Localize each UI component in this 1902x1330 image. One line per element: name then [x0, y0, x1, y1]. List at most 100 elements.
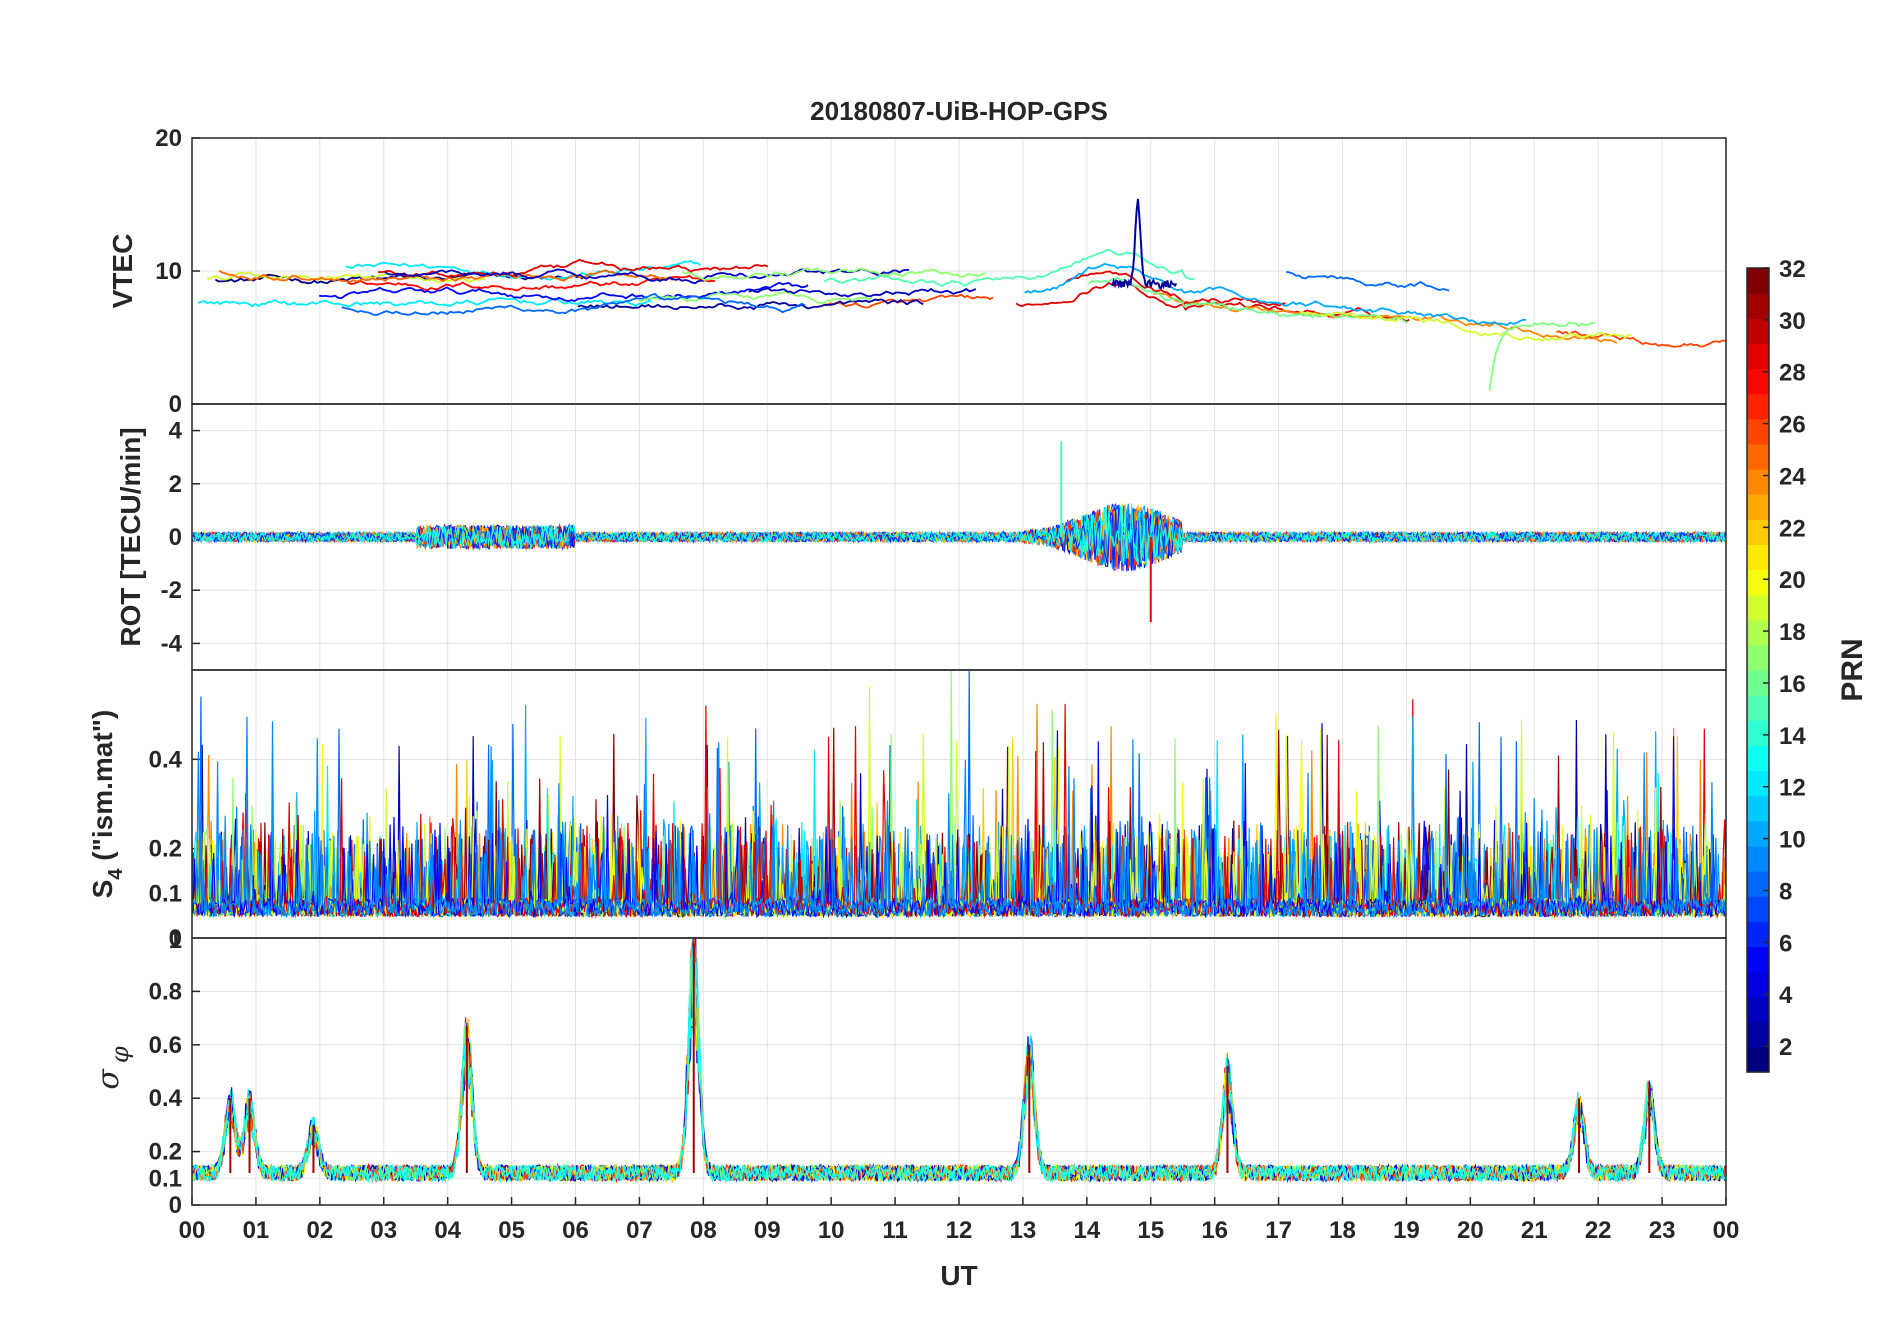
colorbar-segment — [1747, 343, 1769, 370]
x-tick-label: 08 — [690, 1217, 717, 1244]
colorbar-tick-label: 4 — [1779, 982, 1793, 1009]
y-tick-label: 0.4 — [149, 746, 183, 773]
colorbar-segment — [1747, 393, 1769, 420]
vtec-series-line — [1286, 271, 1450, 292]
x-tick-label: 21 — [1521, 1217, 1548, 1244]
colorbar-tick-label: 8 — [1779, 878, 1792, 905]
s4-bottom-label: 0 — [169, 925, 182, 952]
colorbar-segment — [1747, 971, 1769, 998]
s4-series-line — [191, 716, 1727, 919]
colorbar-segment — [1747, 921, 1769, 947]
y-tick-label: 0.2 — [149, 1139, 182, 1166]
y-tick-label: 10 — [155, 258, 182, 285]
y-tick-label: 0 — [169, 1192, 182, 1219]
colorbar-segment — [1747, 293, 1769, 319]
colorbar-segment — [1747, 946, 1769, 973]
colorbar-segment — [1747, 418, 1769, 445]
rot-series-line — [191, 503, 1727, 567]
x-tick-label: 13 — [1010, 1217, 1037, 1244]
x-tick-label: 17 — [1265, 1217, 1292, 1244]
vtec-series-line — [197, 297, 652, 308]
x-tick-label: 10 — [818, 1217, 845, 1244]
vtec-series-line — [1088, 276, 1409, 324]
vtec-series-line — [378, 258, 769, 278]
colorbar-tick-label: 30 — [1779, 308, 1806, 335]
x-tick-label: 18 — [1329, 1217, 1356, 1244]
colorbar-tick-label: 20 — [1779, 567, 1806, 594]
colorbar-tick-label: 6 — [1779, 930, 1792, 957]
colorbar-tick-label: 16 — [1779, 671, 1806, 698]
rot-y-label: ROT [TECU/min] — [115, 427, 146, 646]
colorbar-tick-label: 2 — [1779, 1034, 1792, 1061]
x-tick-label: 00 — [179, 1217, 206, 1244]
x-tick-label: 05 — [498, 1217, 525, 1244]
colorbar-segment — [1747, 494, 1769, 520]
vtec-series-line — [577, 298, 924, 311]
vtec-series-line — [347, 274, 716, 292]
colorbar-segment — [1747, 544, 1769, 571]
colorbar-segment — [1747, 368, 1769, 395]
vtec-series-line — [823, 248, 1195, 288]
vtec-peak-line — [1111, 198, 1178, 290]
colorbar-segment — [1747, 443, 1769, 470]
colorbar-tick-label: 12 — [1779, 775, 1806, 802]
x-axis-label: UT — [940, 1260, 977, 1291]
y-tick-label: 0 — [169, 391, 182, 418]
colorbar-segment — [1747, 720, 1769, 746]
vtec-series-line — [384, 267, 910, 285]
x-tick-label: 20 — [1457, 1217, 1484, 1244]
x-tick-label: 09 — [754, 1217, 781, 1244]
colorbar-tick-label: 28 — [1779, 360, 1806, 387]
vtec-series-line — [1556, 330, 1726, 348]
colorbar-segment — [1747, 469, 1769, 495]
vtec-y-label: VTEC — [107, 234, 138, 309]
vtec-series-line — [1299, 311, 1632, 342]
y-tick-label: 0.1 — [149, 880, 182, 907]
y-tick-label: 2 — [169, 471, 182, 498]
panel-vtec: 0 10 20 VTEC — [107, 125, 1727, 418]
y-tick-label: 0.8 — [149, 978, 182, 1005]
x-tick-label: 01 — [243, 1217, 270, 1244]
colorbar-segment — [1747, 1021, 1769, 1048]
x-tick-label: 12 — [946, 1217, 973, 1244]
vtec-series-line — [1153, 292, 1618, 344]
vtec-series-line — [341, 292, 806, 316]
colorbar-segment — [1747, 996, 1769, 1023]
colorbar-segment — [1747, 318, 1769, 344]
panel-rot: -4 -2 0 2 4 ROT [TECU/min] — [115, 403, 1727, 671]
vtec-series-line — [823, 293, 994, 309]
colorbar-segment — [1747, 670, 1769, 696]
sigma-series-line — [191, 945, 1727, 1183]
colorbar-tick-label: 18 — [1779, 619, 1806, 646]
x-tick-label: 22 — [1585, 1217, 1612, 1244]
colorbar-label: PRN — [1836, 638, 1869, 701]
sigma-y-label: σφ — [91, 1046, 134, 1089]
s4-y-label: S4 ("ism.mat") — [87, 710, 127, 899]
x-tick-label: 02 — [306, 1217, 333, 1244]
x-tick-label: 15 — [1137, 1217, 1164, 1244]
x-tick-label: 23 — [1649, 1217, 1676, 1244]
colorbar-segment — [1747, 871, 1769, 897]
colorbar-segment — [1747, 569, 1769, 596]
colorbar-tick-label: 26 — [1779, 412, 1806, 439]
colorbar-tick-label: 24 — [1779, 463, 1806, 490]
x-axis-ticks: 00 01 02 03 04 05 06 07 08 09 10 11 12 13 14 15 16 17 18 19… — [179, 1197, 1740, 1244]
colorbar-segment — [1747, 770, 1769, 797]
colorbar-segment — [1747, 619, 1769, 646]
y-tick-label: 0.1 — [149, 1165, 182, 1192]
x-tick-label: 04 — [434, 1217, 461, 1244]
colorbar-segment — [1747, 1046, 1769, 1073]
x-tick-label: 07 — [626, 1217, 653, 1244]
colorbar-segment — [1747, 594, 1769, 621]
vtec-series-line — [681, 266, 986, 281]
colorbar-segment — [1747, 268, 1769, 294]
colorbar-segment — [1747, 644, 1769, 671]
y-tick-label: 0 — [169, 524, 182, 551]
x-tick-label: 00 — [1713, 1217, 1740, 1244]
vtec-series-line — [207, 271, 486, 284]
x-tick-label: 19 — [1393, 1217, 1420, 1244]
colorbar-frame — [1746, 267, 1770, 1073]
y-tick-label: -4 — [161, 630, 183, 657]
